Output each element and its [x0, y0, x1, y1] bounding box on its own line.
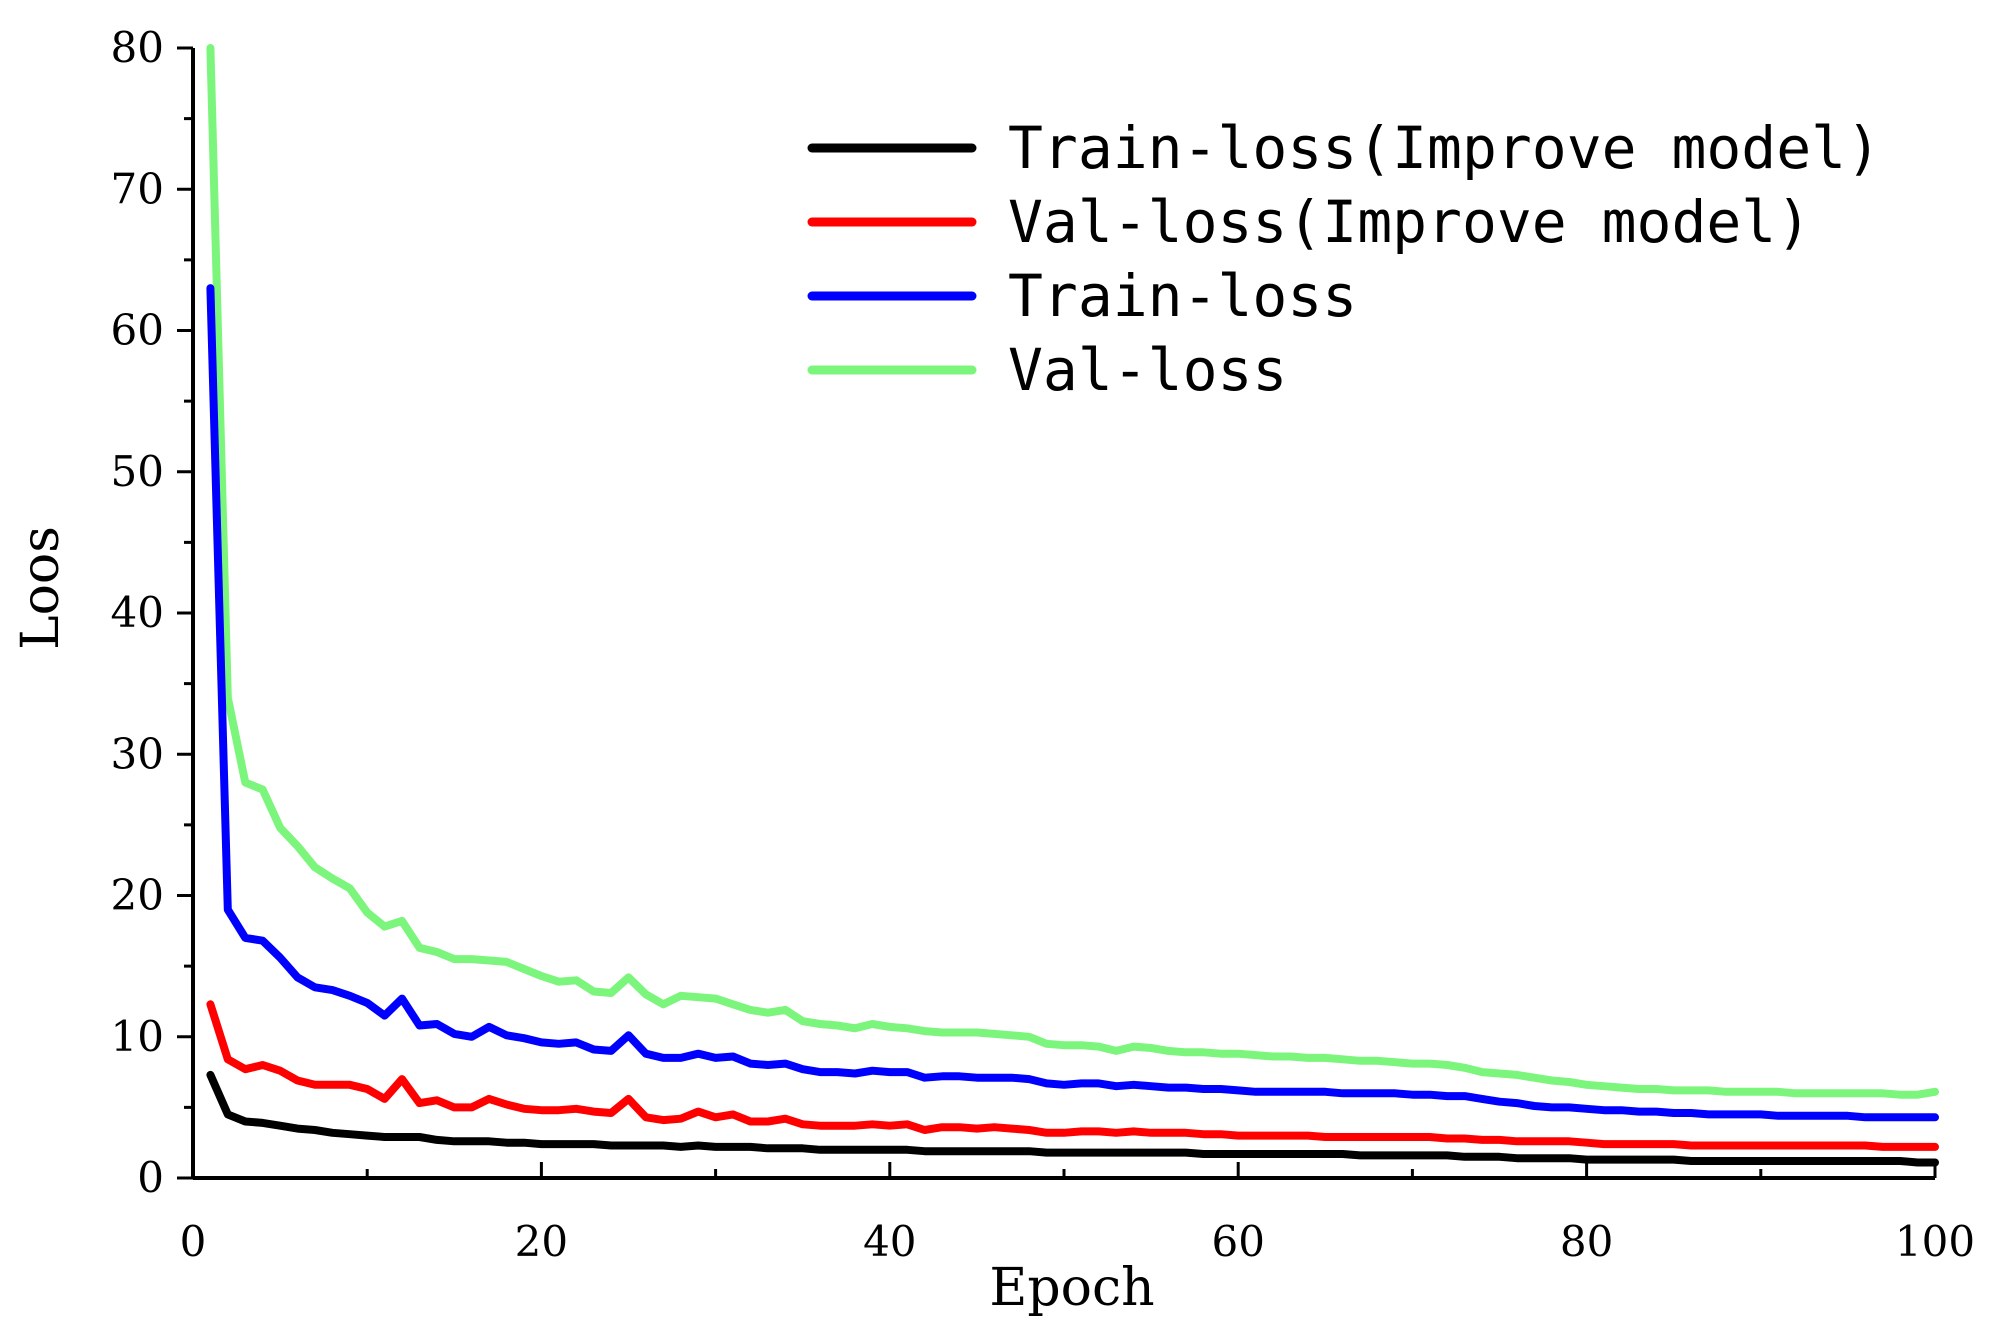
x-tick-label: 20: [515, 1217, 568, 1266]
y-tick-label: 80: [111, 23, 164, 72]
y-tick-label: 10: [111, 1012, 164, 1061]
legend: Train-loss(Improve model)Val-loss(Improv…: [807, 114, 1881, 404]
legend-label: Val-loss(Improve model): [1008, 188, 1811, 256]
ticks: [177, 46, 1937, 1180]
plot-lines: [206, 44, 1939, 1167]
x-tick-label: 60: [1211, 1217, 1264, 1266]
legend-label: Val-loss: [1008, 336, 1287, 404]
tick-labels: 0 20 40 60 80 100 0 10 20 30 40 50 60 70 80: [111, 23, 1976, 1266]
y-tick-label: 30: [111, 729, 164, 778]
series-line-2: [206, 1000, 1939, 1151]
x-tick-label: 0: [180, 1217, 207, 1266]
y-tick-label: 60: [111, 306, 164, 355]
x-tick-label: 80: [1560, 1217, 1613, 1266]
x-tick-label: 40: [863, 1217, 916, 1266]
series-line-1: [206, 1070, 1939, 1167]
x-tick-label: 100: [1895, 1217, 1975, 1266]
y-tick-label: 20: [111, 871, 164, 920]
y-tick-label: 40: [111, 588, 164, 637]
y-tick-label: 70: [111, 164, 164, 213]
y-tick-label: 0: [137, 1153, 164, 1202]
legend-label: Train-loss(Improve model): [1008, 114, 1881, 182]
series-line-4: [206, 44, 1939, 1099]
legend-label: Train-loss: [1008, 262, 1357, 330]
y-tick-label: 50: [111, 447, 164, 496]
x-axis-title: Epoch: [989, 1258, 1154, 1318]
y-axis-title: Loos: [11, 526, 71, 650]
series-line-3: [206, 284, 1939, 1122]
